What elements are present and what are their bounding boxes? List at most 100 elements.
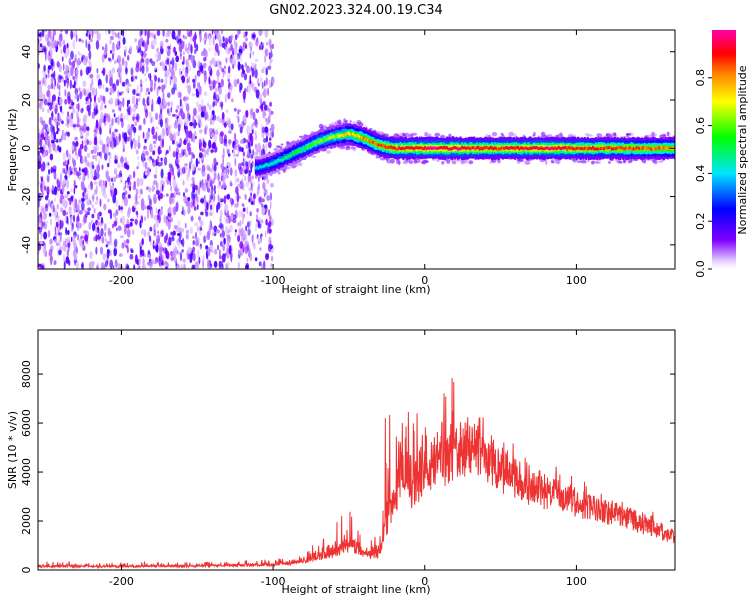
ridge-cell bbox=[601, 147, 604, 150]
noise-speckle bbox=[114, 98, 118, 107]
noise-speckle bbox=[134, 218, 138, 225]
noise-speckle bbox=[245, 264, 249, 269]
noise-speckle bbox=[143, 264, 146, 269]
ridge-cell bbox=[551, 146, 554, 150]
noise-speckle bbox=[105, 113, 109, 119]
noise-speckle bbox=[186, 142, 191, 147]
noise-speckle bbox=[132, 106, 136, 113]
ridge-cell bbox=[583, 146, 586, 150]
noise-speckle bbox=[195, 157, 199, 168]
noise-speckle bbox=[44, 98, 48, 106]
noise-speckle bbox=[69, 99, 73, 103]
ridge-cell bbox=[469, 147, 472, 151]
noise-speckle bbox=[124, 190, 128, 195]
ridge-cell bbox=[560, 147, 563, 151]
noise-speckle bbox=[236, 115, 238, 119]
noise-speckle bbox=[38, 160, 42, 169]
noise-speckle bbox=[162, 137, 164, 148]
noise-speckle bbox=[143, 216, 147, 221]
noise-speckle bbox=[38, 89, 43, 100]
noise-speckle bbox=[167, 171, 172, 182]
noise-speckle bbox=[213, 157, 217, 166]
noise-speckle bbox=[235, 42, 238, 48]
noise-speckle bbox=[56, 190, 59, 198]
noise-speckle bbox=[89, 73, 94, 79]
noise-speckle bbox=[50, 139, 55, 144]
noise-speckle bbox=[129, 253, 134, 260]
noise-speckle bbox=[258, 261, 262, 267]
noise-speckle bbox=[132, 170, 136, 179]
noise-speckle bbox=[92, 222, 96, 232]
noise-speckle bbox=[155, 234, 158, 240]
noise-speckle bbox=[136, 166, 139, 170]
noise-speckle bbox=[64, 215, 67, 224]
noise-speckle bbox=[164, 76, 168, 86]
noise-speckle bbox=[96, 151, 100, 156]
noise-speckle bbox=[175, 228, 178, 233]
noise-speckle bbox=[246, 129, 249, 136]
noise-speckle bbox=[82, 191, 85, 198]
noise-speckle bbox=[113, 139, 117, 148]
noise-speckle bbox=[252, 51, 255, 56]
halo-speckle bbox=[411, 132, 418, 136]
halo-speckle bbox=[630, 159, 633, 163]
noise-speckle bbox=[240, 162, 245, 167]
noise-speckle bbox=[39, 97, 43, 107]
ridge-cell bbox=[604, 146, 607, 149]
noise-speckle bbox=[199, 129, 203, 134]
noise-speckle bbox=[58, 249, 62, 256]
noise-speckle bbox=[104, 104, 107, 109]
noise-speckle bbox=[216, 115, 220, 122]
noise-speckle bbox=[146, 30, 150, 41]
noise-speckle bbox=[244, 73, 247, 81]
noise-speckle bbox=[110, 177, 114, 182]
noise-speckle bbox=[113, 187, 118, 196]
ridge-cell bbox=[542, 147, 545, 151]
noise-speckle bbox=[41, 30, 45, 38]
noise-speckle bbox=[212, 102, 215, 108]
noise-speckle bbox=[116, 227, 118, 232]
noise-speckle bbox=[117, 162, 121, 169]
noise-speckle bbox=[51, 39, 55, 49]
ridge-cell bbox=[308, 145, 311, 148]
noise-speckle bbox=[262, 66, 266, 70]
noise-speckle bbox=[242, 151, 246, 157]
ridge-cell bbox=[466, 146, 469, 150]
ridge-cell bbox=[432, 146, 435, 150]
noise-speckle bbox=[209, 85, 213, 91]
noise-speckle bbox=[212, 114, 217, 121]
ridge-cell bbox=[366, 138, 369, 142]
ridge-cell bbox=[486, 146, 489, 150]
noise-speckle bbox=[140, 198, 145, 208]
ridge-cell bbox=[452, 146, 455, 150]
noise-speckle bbox=[210, 132, 214, 138]
ridge-cell bbox=[512, 146, 515, 150]
noise-speckle bbox=[217, 173, 220, 182]
noise-speckle bbox=[206, 202, 209, 211]
noise-speckle bbox=[48, 117, 52, 126]
noise-speckle bbox=[264, 54, 267, 64]
noise-speckle bbox=[254, 257, 258, 262]
noise-speckle bbox=[140, 30, 143, 36]
noise-speckle bbox=[233, 59, 236, 68]
noise-speckle bbox=[123, 196, 128, 207]
ridge-cell bbox=[607, 146, 610, 153]
noise-speckle bbox=[85, 56, 89, 63]
noise-speckle bbox=[67, 159, 70, 166]
noise-speckle bbox=[170, 106, 173, 113]
noise-speckle bbox=[114, 128, 118, 133]
noise-speckle bbox=[85, 32, 89, 37]
noise-speckle bbox=[267, 87, 270, 96]
noise-speckle bbox=[95, 119, 99, 129]
noise-speckle bbox=[109, 236, 112, 244]
noise-speckle bbox=[163, 215, 167, 224]
halo-speckle bbox=[298, 162, 303, 167]
noise-speckle bbox=[264, 30, 268, 38]
noise-speckle bbox=[48, 212, 52, 217]
noise-speckle bbox=[68, 106, 72, 110]
halo-speckle bbox=[651, 131, 655, 137]
noise-speckle bbox=[177, 233, 181, 236]
ridge-cell bbox=[443, 146, 446, 149]
noise-speckle bbox=[40, 163, 44, 172]
